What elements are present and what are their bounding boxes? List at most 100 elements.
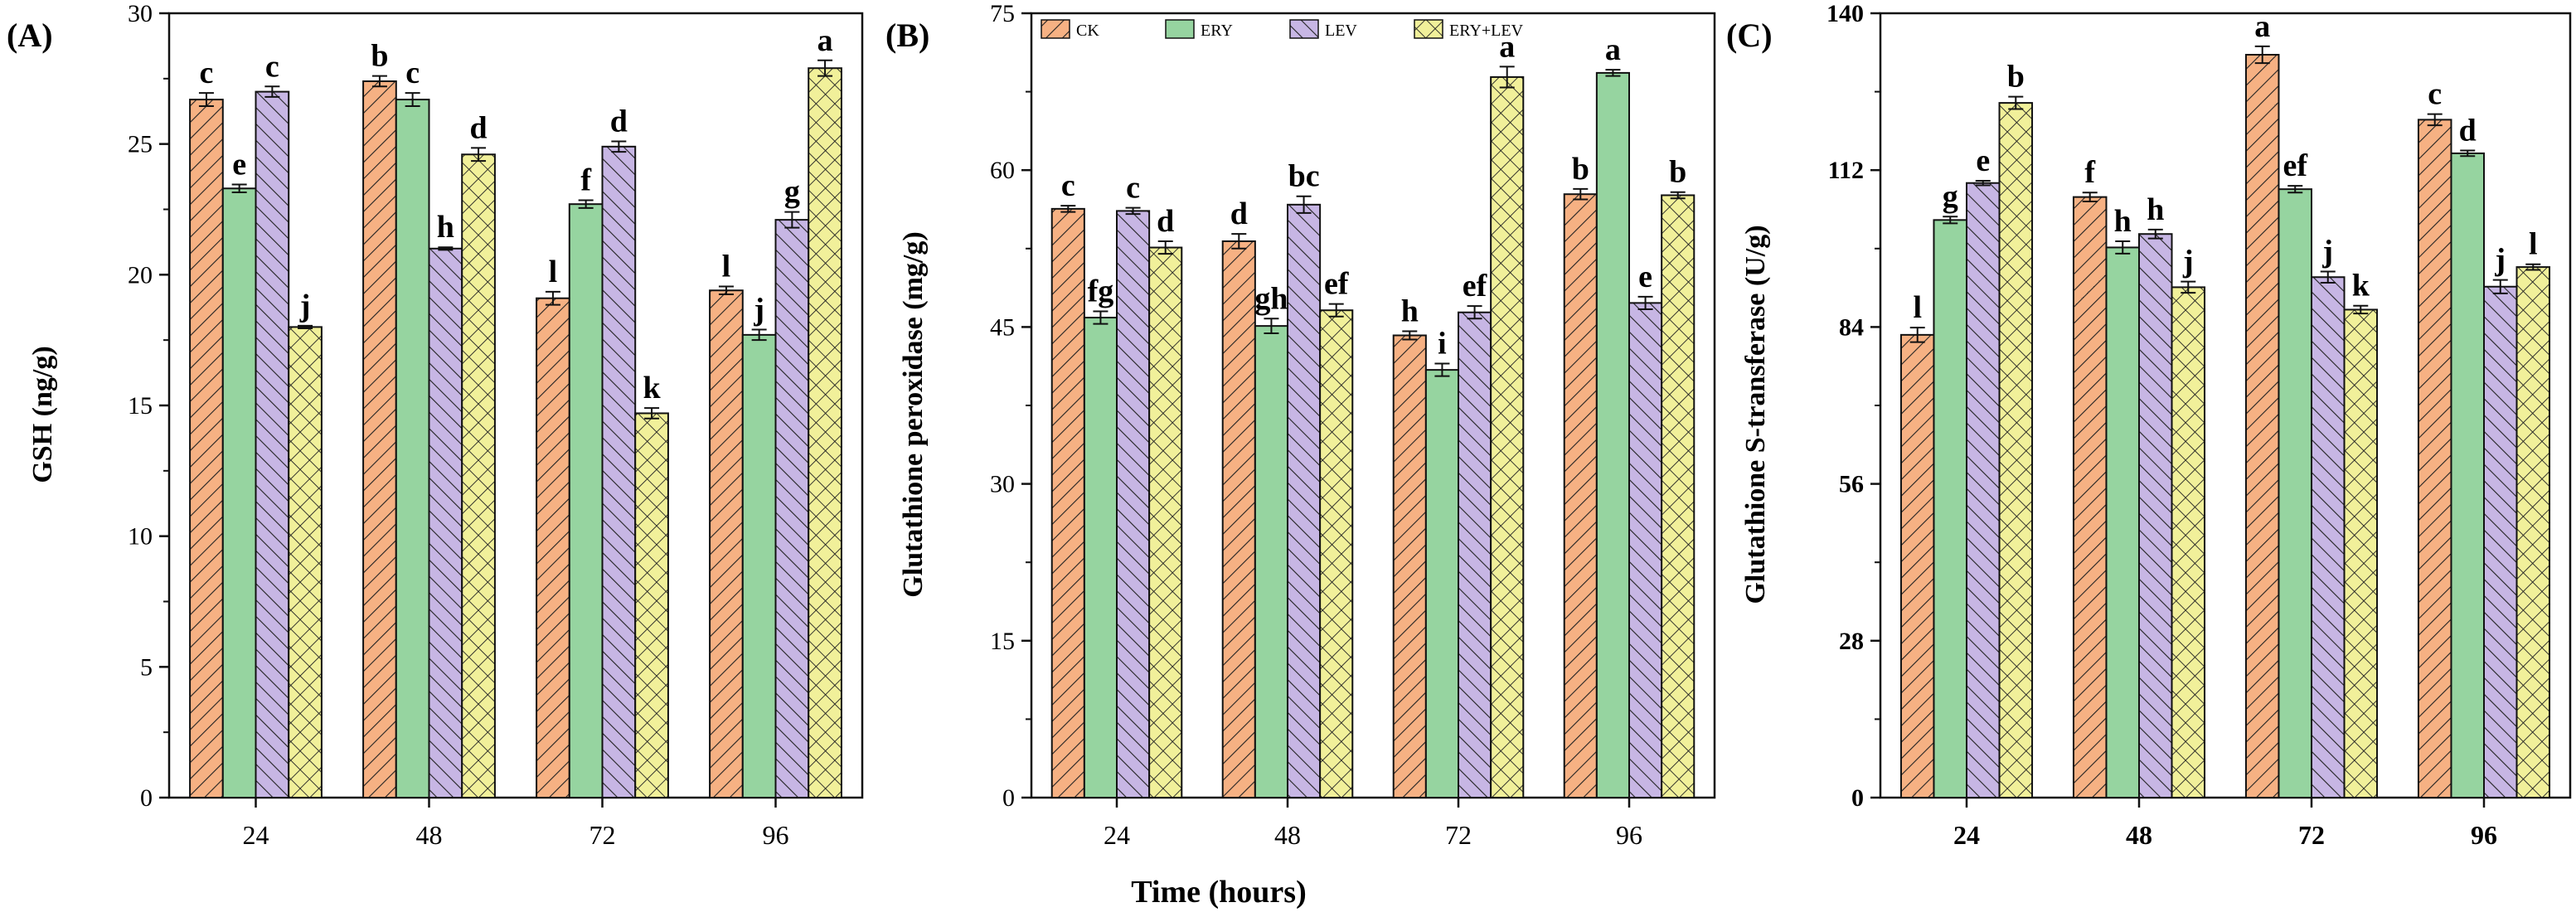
bar-ery [221, 187, 257, 799]
significance-letter: l [2529, 227, 2538, 262]
bar-lev [774, 219, 810, 798]
legend-swatch [1289, 19, 1319, 39]
legend-label: ERY+LEV [1449, 22, 1524, 40]
y-tick-label: 10 [128, 523, 153, 551]
bar-lev [1458, 311, 1492, 798]
significance-letter: d [1157, 204, 1174, 239]
significance-letter: ef [2283, 148, 2308, 183]
significance-letter: b [1669, 155, 1686, 190]
significance-letter: d [1230, 196, 1248, 231]
significance-letter: d [2459, 114, 2477, 148]
bar-ery-lev [1998, 102, 2034, 799]
y-tick-label: 5 [140, 653, 153, 681]
y-tick-label: 56 [1839, 471, 1864, 498]
significance-letter: g [1943, 179, 1958, 214]
bar-ery-lev [2515, 266, 2551, 798]
bar-ery-lev [1490, 75, 1525, 798]
significance-letter: b [2007, 60, 2025, 95]
bar-lev [428, 247, 463, 798]
significance-letter: b [371, 39, 388, 74]
bar-ck [709, 289, 744, 798]
bar-ck [1050, 207, 1085, 799]
y-tick-label: 15 [990, 628, 1015, 655]
significance-letter: i [1438, 327, 1447, 361]
y-tick-label: 20 [128, 261, 153, 289]
bar-ery [2105, 246, 2140, 799]
bar-ery [741, 333, 777, 798]
panel-b: (B) Glutathione peroxidase (mg/g) 0 15 30 4… [885, 0, 1716, 850]
y-tick-label: 30 [990, 471, 1015, 498]
significance-letter: a [1499, 29, 1515, 64]
significance-letter: c [1126, 171, 1140, 206]
significance-letter: h [2147, 192, 2164, 227]
panel-label: (C) [1726, 17, 1773, 54]
bar-ck [189, 99, 224, 798]
x-tick-label: 48 [1274, 820, 1301, 850]
significance-letter: j [2321, 235, 2333, 269]
bar-ery [2278, 188, 2312, 799]
y-tick-label: 140 [1826, 0, 1864, 27]
significance-letter: l [549, 255, 558, 289]
x-tick-label: 72 [589, 820, 616, 850]
legend-swatch [1165, 19, 1195, 39]
significance-letter: e [232, 148, 246, 182]
significance-letter: h [437, 210, 454, 245]
significance-letter: c [405, 56, 420, 90]
bar-ery-lev [1148, 246, 1183, 798]
bar-lev [1116, 210, 1151, 798]
x-tick-label: 24 [1953, 820, 1980, 850]
significance-letter: e [1976, 143, 1990, 178]
y-tick-label: 75 [990, 0, 1015, 27]
bar-ery [1424, 369, 1459, 798]
y-tick-label: 45 [990, 313, 1015, 341]
bar-ck [2072, 196, 2108, 799]
bar-ck [2244, 54, 2280, 798]
bar-ery [1083, 317, 1118, 799]
bar-ery [1595, 71, 1630, 799]
bar-ery [395, 99, 430, 798]
legend-label: CK [1076, 22, 1099, 40]
significance-letter: fg [1088, 274, 1114, 308]
legend-label: LEV [1325, 22, 1357, 40]
x-tick-label: 48 [416, 820, 443, 850]
bar-ck [1221, 240, 1256, 799]
bar-ck [362, 80, 397, 798]
x-tick-label: 96 [1616, 820, 1642, 850]
significance-letter: l [1913, 290, 1922, 325]
bar-ery [2450, 152, 2485, 798]
y-tick-label: 84 [1839, 313, 1864, 341]
y-axis-label: Glutathione S-transferase (U/g) [1740, 225, 1771, 604]
bar-ck [1899, 333, 1935, 798]
significance-letter: a [817, 23, 833, 58]
bar-ery [568, 203, 604, 798]
significance-letter: f [580, 163, 592, 197]
bar-ery [1933, 219, 1967, 798]
significance-letter: bc [1288, 159, 1320, 194]
legend-label: ERY [1201, 22, 1233, 40]
significance-letter: c [1061, 168, 1075, 203]
bar-ck [1392, 334, 1427, 798]
significance-letter: j [299, 289, 311, 323]
y-tick-label: 0 [140, 784, 153, 812]
bar-ery-lev [288, 326, 323, 798]
significance-letter: ef [1463, 269, 1488, 303]
significance-letter: j [753, 293, 764, 328]
significance-letter: k [643, 371, 661, 405]
significance-letter: f [2084, 155, 2096, 190]
bar-ery-lev [2343, 308, 2379, 798]
y-tick-label: 0 [1851, 784, 1864, 812]
significance-letter: d [610, 104, 628, 139]
bar-ery-lev [2171, 286, 2206, 799]
significance-letter: k [2352, 269, 2370, 303]
figure-x-axis-label: Time (hours) [1131, 875, 1306, 910]
significance-letter: ef [1324, 267, 1350, 302]
bar-ck [536, 297, 570, 799]
y-tick-label: 25 [128, 131, 153, 158]
bar-lev [2483, 285, 2518, 798]
bar-ery-lev [808, 67, 842, 799]
bar-ery-lev [461, 153, 496, 798]
significance-letter: a [2254, 9, 2270, 44]
y-tick-label: 112 [1828, 157, 1864, 184]
